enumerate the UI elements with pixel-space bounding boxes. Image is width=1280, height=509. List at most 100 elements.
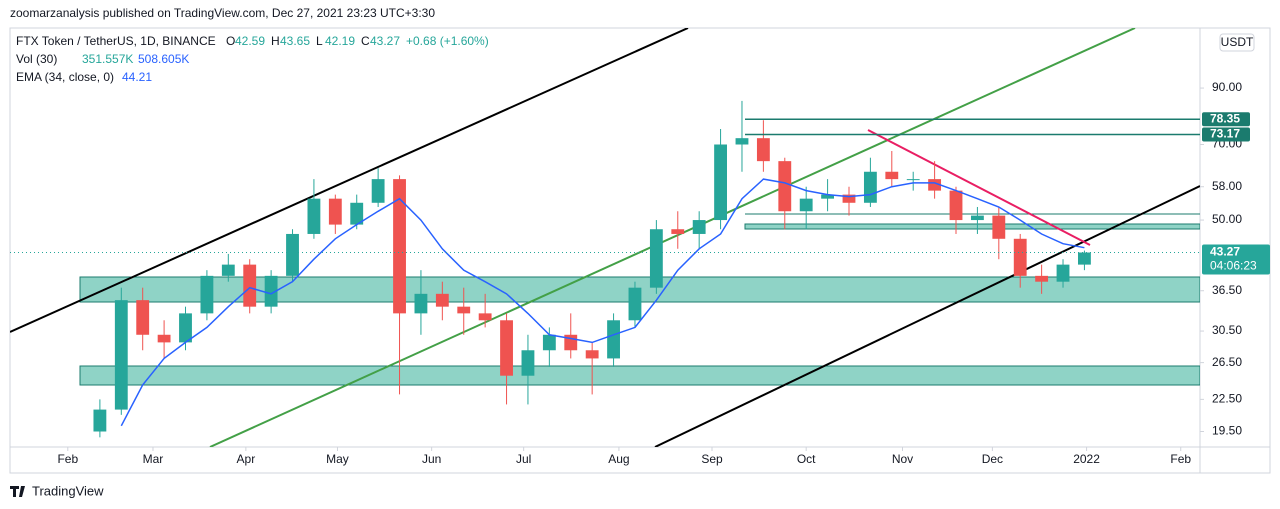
legend-ohlc-key: O (226, 34, 235, 48)
candle-body (1078, 252, 1091, 265)
candle-body (692, 220, 706, 234)
candle-body (799, 198, 813, 212)
candle-body (1035, 275, 1049, 282)
legend-ema-value: 44.21 (122, 70, 152, 84)
candle-body (821, 194, 835, 199)
candle-body (928, 179, 942, 191)
candle-body (328, 198, 342, 225)
x-tick-label: Dec (982, 452, 1003, 466)
legend-ohlc-value: 42.19 (325, 34, 355, 48)
frame (9, 27, 1271, 474)
candle-body (992, 215, 1006, 239)
y-tick-label: 36.50 (1212, 283, 1242, 297)
x-tick-label: Feb (57, 452, 78, 466)
trendline (867, 129, 1091, 246)
candle-body (585, 350, 599, 359)
candle-body (221, 264, 235, 276)
last-price-box (1202, 244, 1270, 275)
plot (93, 100, 1091, 438)
candle-body (863, 171, 877, 203)
legend-change: +0.68 (+1.60%) (406, 34, 489, 48)
header: zoomarzanalysis published on TradingView… (10, 6, 435, 20)
candle-body (735, 138, 749, 145)
legend-volume-value: 508.605K (138, 52, 189, 66)
y-tick-label: 30.50 (1212, 323, 1242, 337)
candle-body (842, 194, 856, 203)
y-tick-label: 58.00 (1212, 179, 1242, 193)
x-tick-label: May (326, 452, 349, 466)
candle-body (457, 306, 471, 314)
ema-line (120, 178, 1085, 427)
y-tick-label: 19.50 (1212, 424, 1242, 438)
legend-ohlc-key: C (361, 34, 370, 48)
price-label-box (1202, 127, 1250, 142)
candle-body (200, 275, 214, 314)
candle-body (136, 300, 150, 335)
legend-volume-value: 351.557K (82, 52, 133, 66)
candle-body (671, 229, 685, 234)
footer: TradingView (32, 483, 104, 498)
candle-body (949, 190, 963, 221)
legend-ohlc-value: 42.59 (235, 34, 265, 48)
candle-body (542, 334, 556, 351)
y-tick-label: 26.50 (1212, 355, 1242, 369)
candle-body (93, 409, 107, 432)
currency-button[interactable] (1219, 33, 1255, 52)
x-tick-label: Feb (1170, 452, 1191, 466)
candle-body (371, 179, 385, 203)
y-tick-label: 22.50 (1212, 392, 1242, 406)
x-tick-label: Oct (797, 452, 816, 466)
zone (744, 223, 1200, 230)
x-tick-label: Apr (237, 452, 256, 466)
legend-ohlc-value: 43.27 (370, 34, 400, 48)
legend-ohlc-key: L (316, 34, 323, 48)
candle-body (307, 198, 321, 234)
zone (79, 365, 1200, 386)
candle-body (393, 179, 406, 314)
logo (10, 486, 25, 497)
candle-body (628, 287, 642, 321)
x-tick-label: Sep (701, 452, 723, 466)
candle-body (607, 320, 620, 359)
x-tick-label: Mar (143, 452, 164, 466)
candle-body (1056, 264, 1070, 282)
currency[interactable]: USDT (1221, 35, 1254, 49)
last-price: 43.27 (1210, 245, 1240, 259)
legend-ema: EMA (34, close, 0) (16, 70, 114, 84)
candle-body (500, 320, 513, 376)
candle-body (521, 350, 535, 376)
x-tick-label: Jul (516, 452, 531, 466)
legend-ohlc-key: H (271, 34, 280, 48)
candle-body (714, 144, 727, 221)
trendline (654, 185, 1200, 447)
candle-body (778, 161, 792, 212)
candle-body (286, 233, 299, 276)
candle-body (179, 313, 192, 343)
price-label-box (1202, 112, 1250, 127)
candle-body (756, 138, 770, 162)
price-label: 78.35 (1210, 111, 1240, 125)
candle-body (114, 300, 128, 410)
y-tick-label: 90.00 (1212, 80, 1242, 94)
x-tick-label: Nov (892, 452, 913, 466)
candle-body (649, 229, 663, 288)
candle-body (906, 179, 920, 181)
price-label: 73.17 (1210, 127, 1240, 141)
candle-body (157, 334, 171, 343)
x-tick-label: Jun (422, 452, 441, 466)
y-tick-label: 50.00 (1212, 212, 1242, 226)
x-tick-label: 2022 (1073, 452, 1100, 466)
legend-volume: Vol (30) (16, 52, 57, 66)
drawings (10, 28, 1200, 447)
trendline (209, 28, 1136, 447)
candle-body (414, 293, 428, 314)
legend-ohlc-value: 43.65 (280, 34, 310, 48)
candle-body (435, 293, 449, 307)
candle-body (350, 202, 364, 225)
candle-body (478, 313, 492, 321)
legend-symbol: FTX Token / TetherUS, 1D, BINANCE (16, 34, 216, 48)
candle-body (885, 171, 899, 180)
candle-body (264, 275, 278, 307)
x-tick-label: Aug (608, 452, 629, 466)
